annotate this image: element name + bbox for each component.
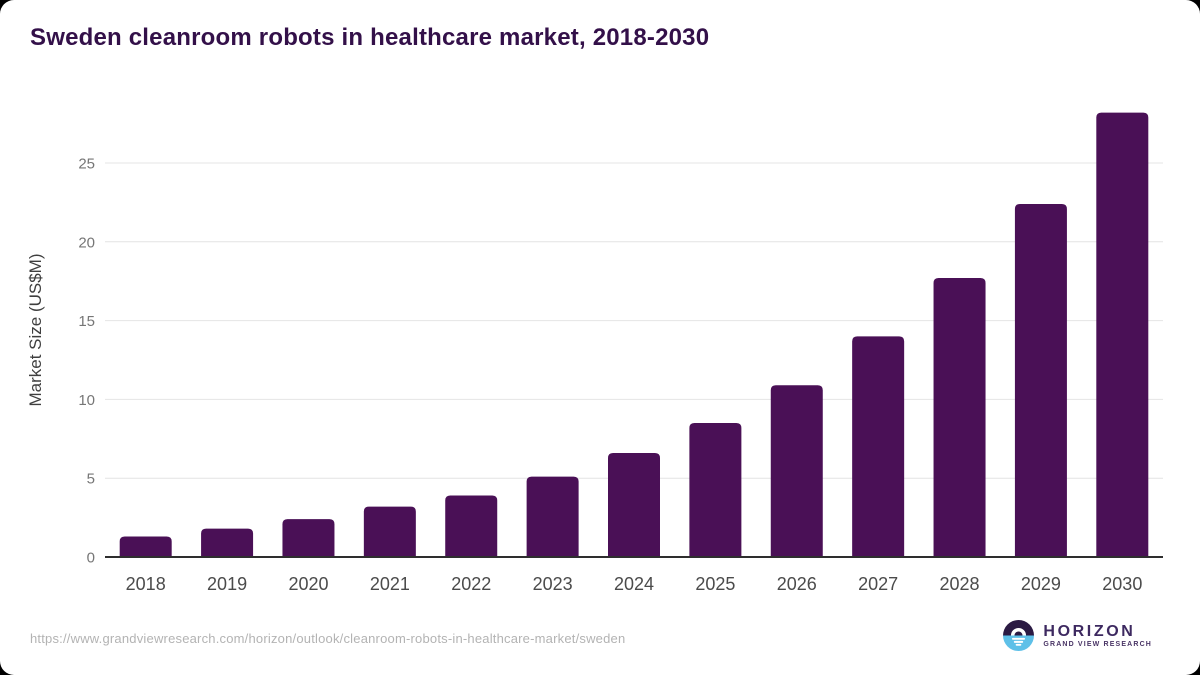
bar-2023	[526, 476, 579, 557]
bar-2027	[852, 336, 905, 557]
logo-text-block: HORIZON GRAND VIEW RESEARCH	[1043, 623, 1152, 649]
horizon-logo: HORIZON GRAND VIEW RESEARCH	[1003, 620, 1152, 651]
logo-brand-text: HORIZON	[1043, 622, 1136, 640]
x-label-2022: 2022	[451, 574, 491, 594]
bar-2021	[363, 506, 416, 557]
x-label-2028: 2028	[940, 574, 980, 594]
bar-2030	[1096, 112, 1149, 558]
source-url: https://www.grandviewresearch.com/horizo…	[30, 631, 626, 646]
bar-2020	[282, 519, 335, 557]
x-label-2029: 2029	[1021, 574, 1061, 594]
y-axis-title: Market Size (US$M)	[26, 253, 45, 406]
y-tick-label-10: 10	[78, 392, 95, 409]
logo-sea-half	[1003, 635, 1035, 651]
y-tick-label-15: 15	[78, 313, 95, 330]
y-tick-label-5: 5	[87, 471, 95, 488]
bar-2022	[445, 495, 498, 557]
logo-sun-arch	[1011, 627, 1027, 636]
horizon-sun-icon	[1003, 620, 1035, 651]
x-label-2025: 2025	[695, 574, 735, 594]
bar-2018	[119, 536, 172, 557]
bar-2026	[770, 385, 823, 557]
chart-title: Sweden cleanroom robots in healthcare ma…	[30, 24, 710, 51]
logo-subbrand-text: GRAND VIEW RESEARCH	[1043, 641, 1152, 649]
logo-sky-half	[1003, 620, 1035, 636]
bar-2019	[201, 528, 254, 557]
y-tick-label-20: 20	[78, 234, 95, 251]
x-label-2024: 2024	[614, 574, 654, 594]
x-label-2021: 2021	[370, 574, 410, 594]
x-label-2026: 2026	[777, 574, 817, 594]
x-label-2020: 2020	[288, 574, 328, 594]
x-label-2023: 2023	[533, 574, 573, 594]
bar-2024	[608, 452, 660, 557]
x-label-2019: 2019	[207, 574, 247, 594]
x-label-2018: 2018	[126, 574, 166, 594]
x-label-2027: 2027	[858, 574, 898, 594]
y-tick-label-25: 25	[78, 156, 95, 173]
x-label-2030: 2030	[1102, 574, 1142, 594]
bar-2028	[933, 278, 986, 557]
bar-2025	[689, 423, 742, 557]
bar-2029	[1014, 203, 1067, 557]
y-tick-label-0: 0	[87, 550, 95, 567]
